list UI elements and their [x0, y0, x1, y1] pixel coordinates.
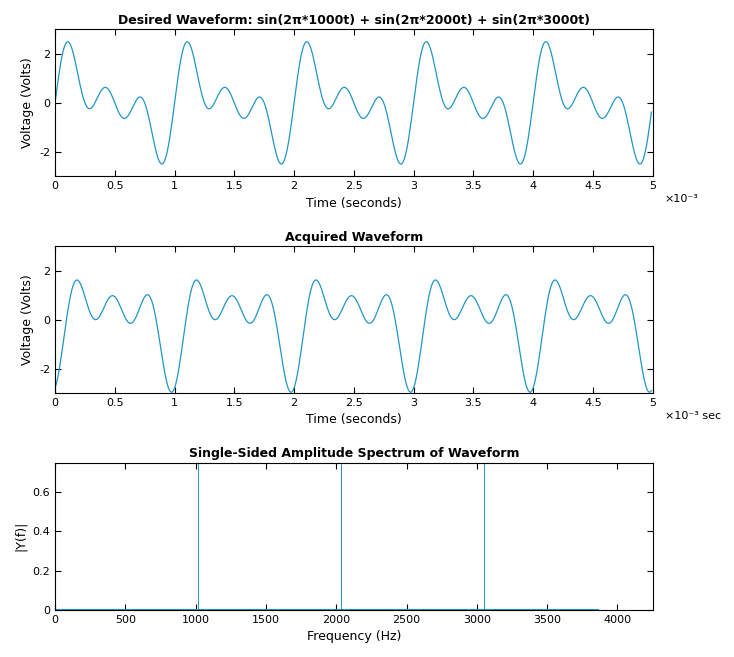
Title: Acquired Waveform: Acquired Waveform — [285, 231, 423, 244]
Title: Desired Waveform: sin(2π*1000t) + sin(2π*2000t) + sin(2π*3000t): Desired Waveform: sin(2π*1000t) + sin(2π… — [118, 14, 590, 27]
Text: ×10⁻³ sec: ×10⁻³ sec — [664, 411, 721, 420]
Y-axis label: Voltage (Volts): Voltage (Volts) — [21, 274, 34, 365]
Y-axis label: Voltage (Volts): Voltage (Volts) — [21, 58, 34, 148]
Text: ×10⁻³: ×10⁻³ — [664, 194, 699, 204]
X-axis label: Time (seconds): Time (seconds) — [306, 196, 401, 210]
Title: Single-Sided Amplitude Spectrum of Waveform: Single-Sided Amplitude Spectrum of Wavef… — [189, 447, 519, 461]
X-axis label: Frequency (Hz): Frequency (Hz) — [307, 630, 401, 643]
X-axis label: Time (seconds): Time (seconds) — [306, 413, 401, 426]
Y-axis label: |Y(f)|: |Y(f)| — [14, 521, 27, 551]
